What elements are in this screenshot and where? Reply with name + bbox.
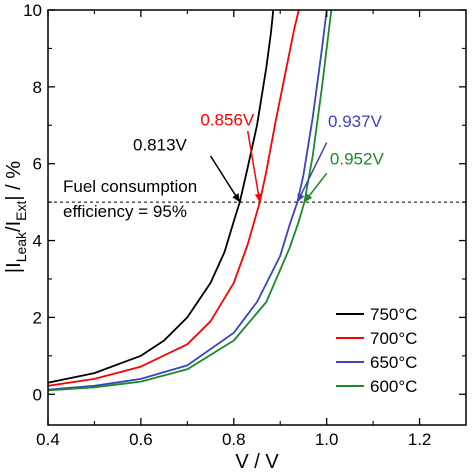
series-line-600 (48, 10, 333, 392)
annotation-label: 0.856V (200, 110, 255, 129)
y-tick-label: 8 (33, 78, 42, 97)
series-line-650 (48, 10, 328, 391)
legend: 750°C 700°C 650°C 600°C (336, 305, 417, 396)
y-tick-label: 6 (33, 155, 42, 174)
annotation-arrow-shaft (296, 142, 328, 203)
y-tick-label: 2 (33, 308, 42, 327)
legend-label: 750°C (370, 305, 417, 324)
annotation-arrowhead (232, 193, 240, 203)
annotation-label: 0.937V (328, 112, 383, 131)
y-tick-label: 10 (23, 1, 42, 20)
legend-label: 650°C (370, 353, 417, 372)
reference-label-line2: efficiency = 95% (63, 202, 187, 221)
plot-frame (47, 9, 467, 426)
legend-label: 600°C (370, 377, 417, 396)
reference-label-line1: Fuel consumption (63, 177, 197, 196)
annotation-arrowhead (297, 193, 305, 203)
annotation-arrow-shaft (209, 155, 241, 203)
x-tick-label: 0.8 (222, 430, 246, 449)
x-tick-label: 1.2 (408, 430, 432, 449)
y-tick-label: 4 (33, 232, 42, 251)
annotation-label: 0.952V (330, 149, 385, 168)
x-tick-label: 1.0 (315, 430, 339, 449)
series-line-700 (48, 10, 300, 387)
y-tick-label: 0 (33, 385, 42, 404)
annotation-label: 0.813V (133, 135, 188, 154)
x-tick-label: 0.4 (36, 430, 60, 449)
series-line-750 (48, 10, 275, 384)
x-tick-label: 0.6 (129, 430, 153, 449)
legend-label: 700°C (370, 329, 417, 348)
annotation-arrowhead (254, 193, 262, 203)
x-axis-title: V / V (235, 451, 279, 473)
annotation-arrowhead (304, 193, 313, 203)
annotation-arrow-shaft (246, 130, 261, 203)
y-axis-title: |ILeak/IExt| / % (3, 161, 29, 273)
